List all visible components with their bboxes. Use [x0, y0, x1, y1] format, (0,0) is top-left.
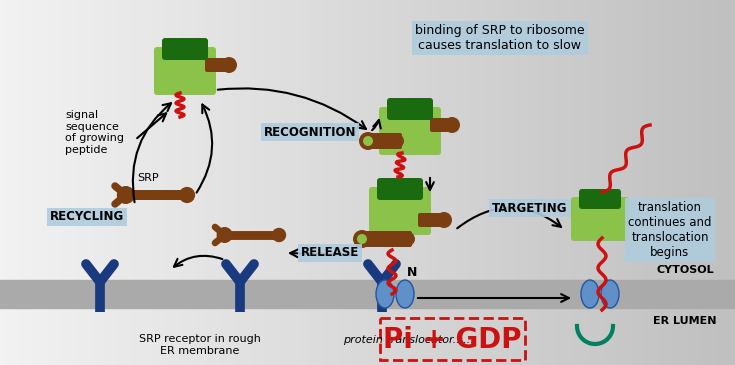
Circle shape	[117, 186, 135, 204]
Circle shape	[221, 57, 237, 73]
Text: SRP receptor in rough
ER membrane: SRP receptor in rough ER membrane	[139, 334, 261, 356]
Ellipse shape	[376, 280, 394, 308]
FancyBboxPatch shape	[579, 189, 621, 209]
FancyBboxPatch shape	[379, 107, 441, 155]
Text: RECYCLING: RECYCLING	[50, 211, 124, 223]
Text: N: N	[406, 265, 417, 278]
FancyBboxPatch shape	[205, 58, 227, 72]
Text: Pi + GDP: Pi + GDP	[383, 326, 521, 354]
Text: CYTOSOL: CYTOSOL	[656, 265, 714, 275]
Text: protein translocator.......: protein translocator.......	[343, 335, 477, 345]
Text: translation
continues and
translocation
begins: translation continues and translocation …	[628, 201, 711, 259]
FancyBboxPatch shape	[430, 118, 450, 132]
Circle shape	[359, 132, 377, 150]
FancyBboxPatch shape	[154, 47, 216, 95]
Ellipse shape	[396, 280, 414, 308]
Circle shape	[444, 117, 460, 133]
Circle shape	[390, 134, 404, 148]
Circle shape	[357, 234, 367, 244]
Circle shape	[363, 136, 373, 146]
Text: RECOGNITION: RECOGNITION	[264, 126, 356, 138]
Text: TARGETING: TARGETING	[492, 201, 567, 215]
Circle shape	[401, 232, 415, 246]
FancyBboxPatch shape	[363, 133, 402, 149]
Circle shape	[436, 212, 452, 228]
Ellipse shape	[601, 280, 619, 308]
Text: SRP: SRP	[137, 173, 159, 183]
FancyBboxPatch shape	[418, 213, 442, 227]
Circle shape	[179, 187, 195, 203]
Bar	[380, 318, 525, 360]
Text: ER LUMEN: ER LUMEN	[653, 316, 717, 326]
FancyBboxPatch shape	[358, 231, 412, 247]
Circle shape	[217, 227, 232, 243]
Bar	[0, 280, 735, 308]
Text: RELEASE: RELEASE	[301, 246, 359, 260]
Circle shape	[353, 230, 371, 248]
FancyBboxPatch shape	[369, 187, 431, 235]
FancyBboxPatch shape	[377, 178, 423, 200]
FancyBboxPatch shape	[571, 197, 629, 241]
Text: signal
sequence
of growing
peptide: signal sequence of growing peptide	[65, 110, 124, 155]
FancyBboxPatch shape	[387, 98, 433, 120]
Ellipse shape	[581, 280, 599, 308]
FancyBboxPatch shape	[162, 38, 208, 60]
Text: binding of SRP to ribosome
causes translation to slow: binding of SRP to ribosome causes transl…	[415, 24, 585, 52]
Circle shape	[272, 228, 286, 242]
